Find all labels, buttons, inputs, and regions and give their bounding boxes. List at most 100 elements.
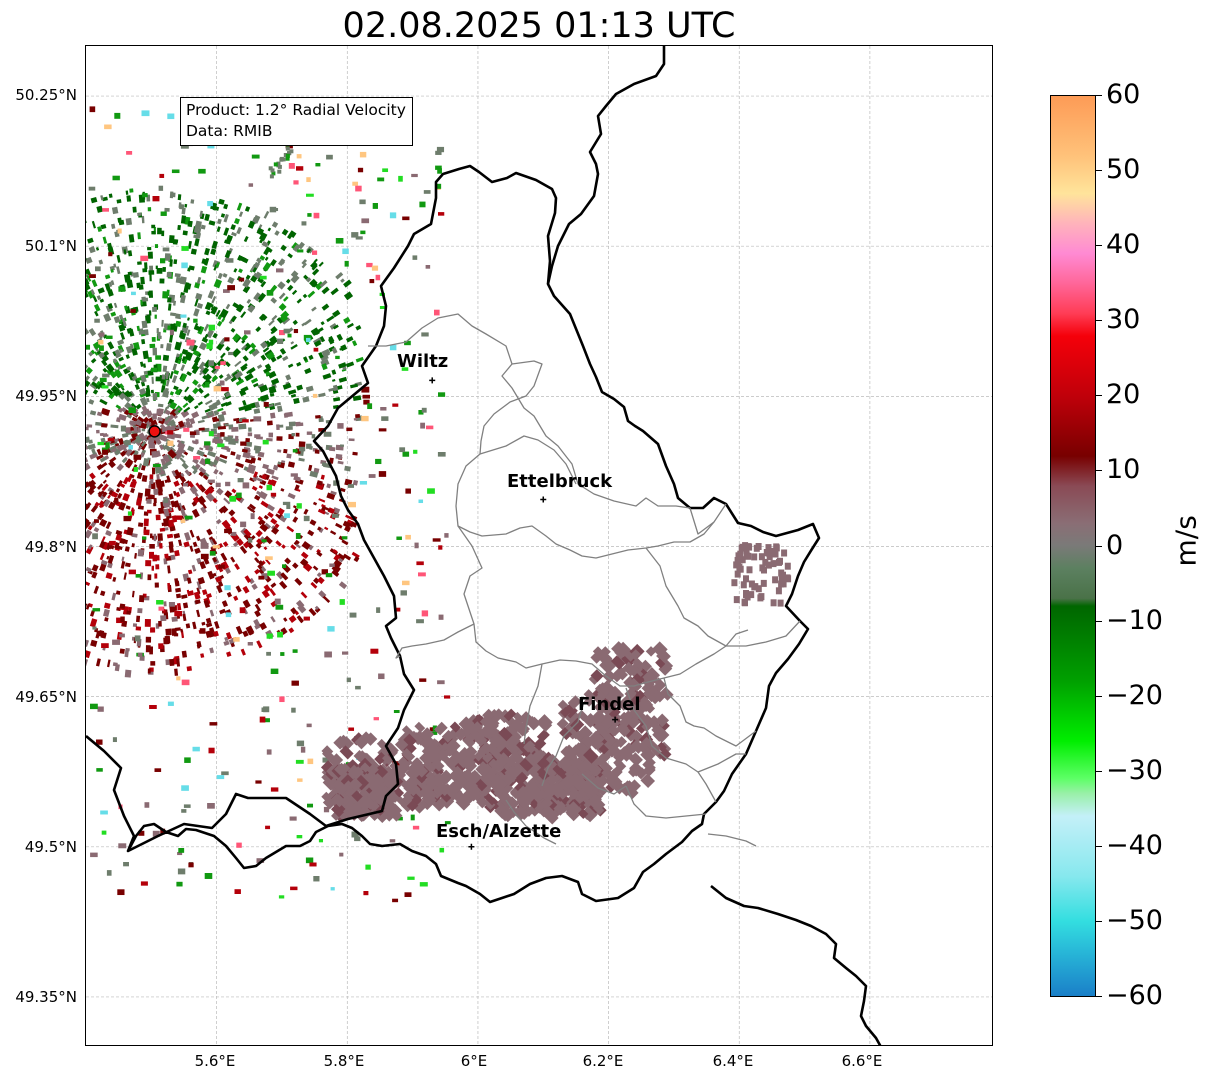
echo-pixel [416, 561, 424, 566]
echo-pixel [97, 491, 102, 496]
map-panel[interactable]: Product: 1.2° Radial Velocity Data: RMIB… [85, 45, 993, 1046]
echo-pixel [329, 563, 335, 567]
echo-pixel [615, 760, 627, 772]
echo-pixel [203, 392, 210, 399]
echo-pixel [124, 440, 131, 446]
echo-pixel [206, 343, 213, 349]
echo-pixel [347, 322, 354, 329]
echo-pixel [266, 651, 271, 656]
echo-pixel [629, 779, 642, 792]
echo-pixel [227, 276, 235, 284]
colorbar-tick-label: 50 [1106, 154, 1141, 186]
echo-pixel [162, 365, 168, 373]
echo-pixel [94, 351, 99, 356]
echo-pixel [242, 342, 252, 352]
echo-pixel [196, 449, 205, 457]
echo-pixel [332, 309, 341, 318]
echo-pixel [259, 384, 269, 393]
echo-pixel [299, 558, 309, 567]
echo-pixel [492, 708, 505, 721]
echo-pixel [522, 784, 538, 801]
echo-pixel [178, 353, 183, 360]
echo-pixel [134, 635, 141, 642]
echo-pixel [595, 774, 610, 789]
echo-pixel [308, 464, 313, 472]
echo-pixel [273, 162, 278, 167]
echo-pixel [288, 421, 296, 427]
echo-pixel [118, 843, 127, 849]
echo-pixel [136, 282, 141, 289]
echo-pixel [396, 536, 402, 540]
echo-pixel [437, 452, 446, 457]
echo-pixel [499, 809, 513, 823]
echo-pixel [344, 260, 349, 267]
echo-pixel [192, 349, 200, 357]
colorbar-tick-label: −60 [1106, 980, 1163, 1011]
echo-pixel [368, 474, 376, 478]
lon-tick-label: 6.2°E [582, 1052, 624, 1070]
echo-pixel [100, 407, 111, 416]
echo-pixel [191, 465, 198, 472]
map-canvas[interactable] [86, 46, 993, 1046]
echo-pixel [226, 591, 232, 598]
echo-pixel [326, 315, 335, 323]
echo-pixel [180, 409, 190, 418]
echo-pixel [218, 471, 224, 476]
echo-pixel [110, 311, 117, 317]
echo-pixel [253, 272, 259, 278]
echo-pixel [187, 396, 195, 404]
echo-pixel [194, 599, 201, 605]
echo-pixel [602, 669, 617, 684]
echo-pixel [107, 438, 115, 442]
echo-pixel [607, 724, 621, 737]
echo-pixel [171, 375, 178, 384]
echo-pixel [105, 521, 112, 530]
echo-pixel [421, 332, 429, 337]
echo-pixel [184, 386, 190, 393]
echo-pixel [296, 154, 302, 159]
echo-pixel [637, 713, 650, 726]
echo-pixel [240, 441, 247, 446]
echo-pixel [316, 572, 322, 578]
echo-pixel [130, 309, 136, 313]
echo-pixel [128, 407, 136, 414]
echo-pixel [355, 685, 361, 690]
echo-pixel [208, 324, 216, 331]
echo-pixel [143, 529, 150, 536]
echo-pixel [433, 772, 447, 787]
echo-pixel [504, 733, 519, 749]
echo-pixel [179, 276, 187, 285]
echo-pixel [86, 580, 91, 587]
echo-pixel [423, 190, 431, 194]
echo-pixel [332, 794, 346, 808]
echo-pixel [277, 281, 286, 290]
echo-pixel [125, 354, 130, 359]
echo-pixel [192, 541, 198, 548]
echo-pixel [276, 161, 281, 166]
echo-pixel [399, 447, 406, 453]
echo-pixel [235, 454, 242, 460]
echo-pixel [112, 576, 117, 582]
echo-pixel [175, 491, 181, 498]
echo-pixel [419, 678, 427, 682]
echo-pixel [213, 630, 219, 637]
lon-tick-label: 6°E [460, 1052, 488, 1070]
echo-pixel [406, 776, 419, 789]
echo-pixel [359, 199, 366, 205]
echo-pixel [268, 470, 274, 475]
echo-pixel [295, 533, 301, 539]
echo-pixel [260, 313, 268, 321]
echo-pixel [290, 270, 299, 279]
echo-pixel [290, 886, 298, 891]
echo-pixel [483, 792, 497, 806]
echo-pixel [395, 607, 401, 612]
echo-pixel [296, 166, 304, 171]
echo-pixel [104, 282, 111, 291]
echo-pixel [583, 696, 595, 707]
echo-pixel [463, 770, 475, 782]
echo-pixel [501, 794, 515, 809]
echo-pixel [189, 431, 197, 435]
echo-pixel [324, 651, 332, 658]
echo-pixel [360, 230, 366, 235]
echo-pixel [287, 151, 292, 156]
